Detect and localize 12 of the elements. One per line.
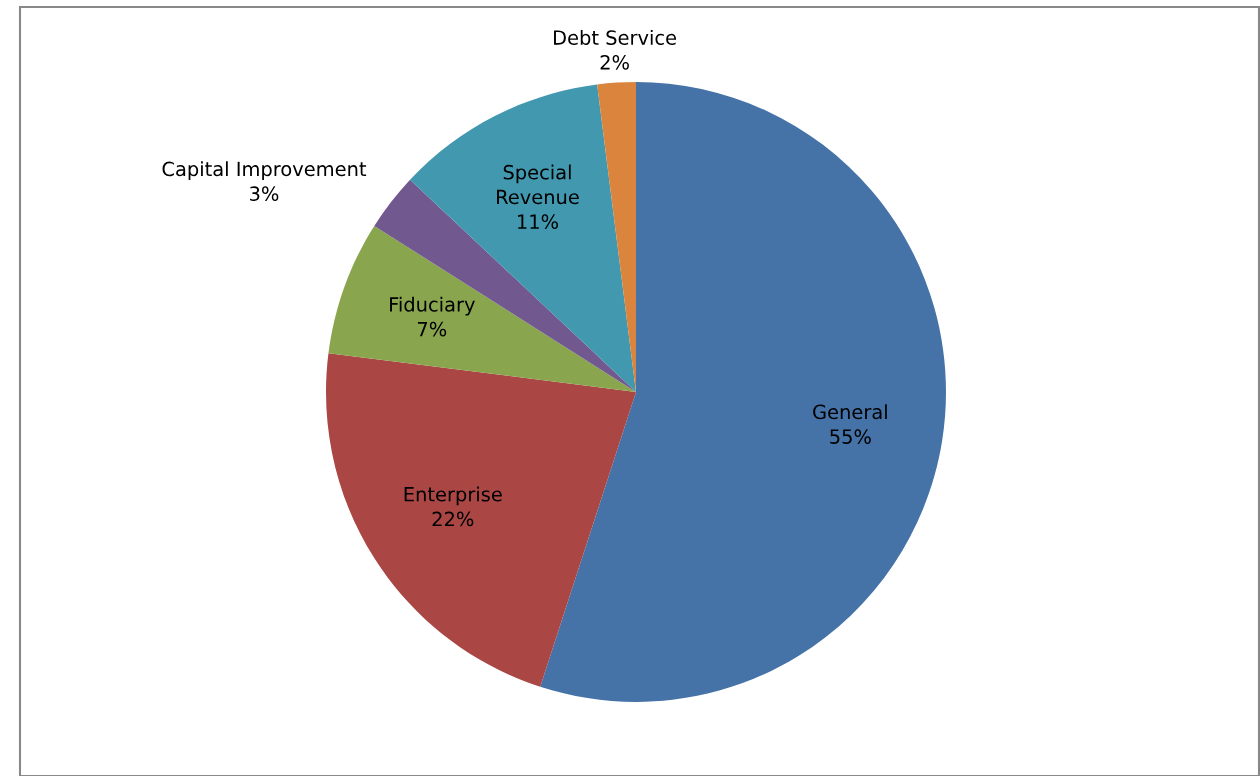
slice-label: Special Revenue [497,164,579,205]
data-label: 22% [432,511,474,527]
slice-label: Debt Service [554,29,677,45]
data-label: 55% [830,429,871,444]
data-label: 2% [600,54,629,70]
data-label: 11% [518,214,559,230]
slice-label: Capital Improvement [162,161,367,181]
slice-label: Fiduciary [390,296,475,316]
data-label: 7% [418,321,447,337]
slice-label: Enterprise [404,486,502,506]
slice-label: General [813,404,887,420]
data-label: 3% [250,186,279,201]
